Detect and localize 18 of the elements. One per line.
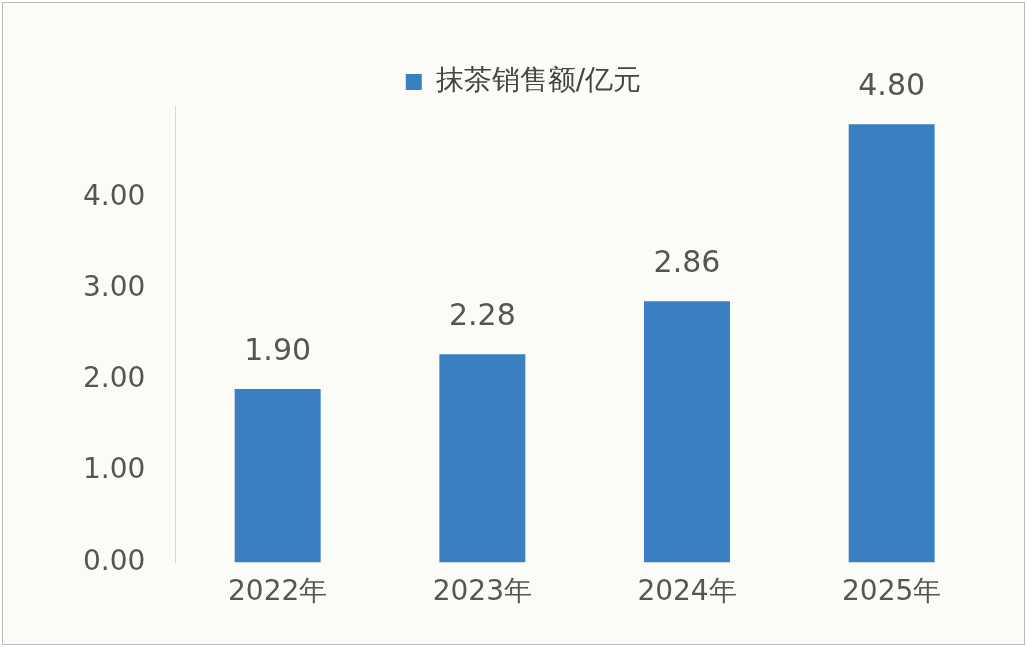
y-tick-label: 4.00 <box>83 178 146 212</box>
y-tick-label: 1.00 <box>83 452 146 486</box>
x-tick-label: 2024年 <box>637 574 737 608</box>
legend-label: 抹茶销售额/亿元 <box>435 63 642 97</box>
data-label: 1.90 <box>244 331 312 367</box>
data-label: 4.80 <box>858 67 926 103</box>
bar <box>234 388 321 563</box>
x-tick-label: 2025年 <box>842 574 942 608</box>
data-label: 2.86 <box>653 244 721 280</box>
y-tick-label: 2.00 <box>83 361 146 395</box>
bar <box>848 124 935 563</box>
x-tick-label: 2022年 <box>228 574 328 608</box>
bar <box>644 301 730 563</box>
y-tick-label: 0.00 <box>83 543 146 577</box>
y-tick-label: 3.00 <box>83 269 146 303</box>
data-label: 2.28 <box>448 297 516 333</box>
x-tick-label: 2023年 <box>432 574 532 608</box>
bar <box>439 354 526 563</box>
